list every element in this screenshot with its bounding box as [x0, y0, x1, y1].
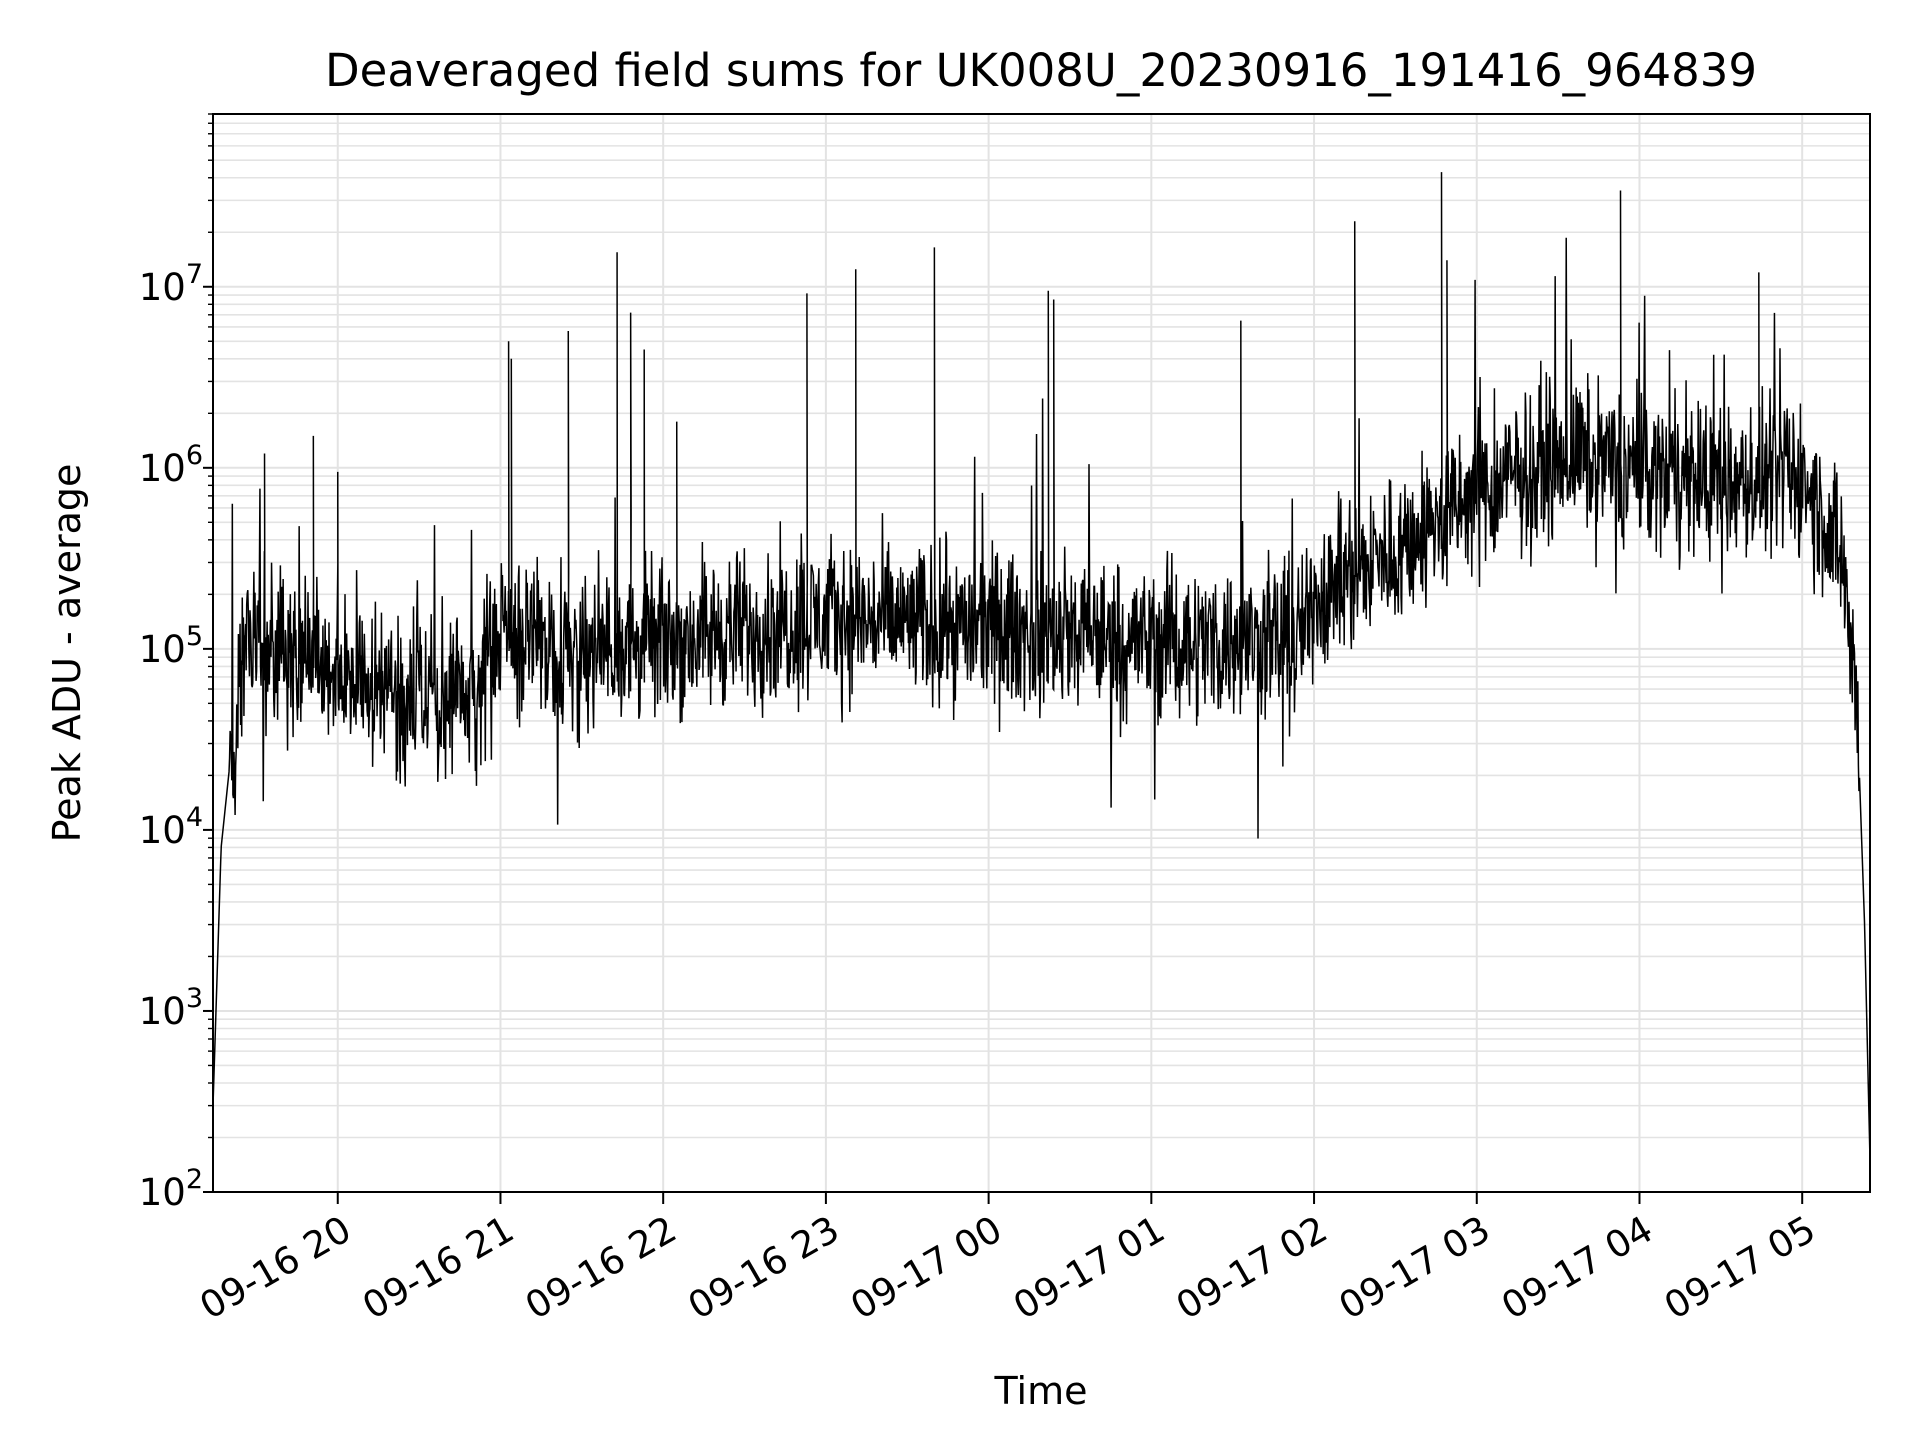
x-tick-label: 09-17 03	[1332, 1208, 1498, 1328]
y-tick-base: 10	[139, 628, 186, 671]
x-tick-label: 09-17 00	[844, 1208, 1010, 1328]
y-tick-label: 104	[139, 802, 203, 852]
y-axis-label: Peak ADU - average	[45, 464, 89, 843]
y-tick-exponent: 3	[186, 983, 203, 1014]
x-tick-label: 09-17 02	[1169, 1208, 1335, 1328]
grid	[213, 113, 1870, 1193]
x-tick-label: 09-16 22	[518, 1208, 684, 1328]
x-tick-label: 09-17 04	[1494, 1208, 1660, 1328]
x-axis-label: Time	[994, 1369, 1088, 1413]
series-line	[212, 172, 1871, 1161]
y-tick-base: 10	[139, 1171, 186, 1214]
y-tick-label: 106	[139, 440, 203, 490]
y-tick-exponent: 6	[186, 440, 203, 471]
x-tick-label: 09-17 05	[1657, 1208, 1823, 1328]
y-tick-label: 105	[139, 621, 203, 671]
y-tick-exponent: 4	[186, 802, 203, 833]
y-tick-base: 10	[139, 809, 186, 852]
y-tick-exponent: 7	[186, 259, 203, 290]
x-tick-label: 09-16 23	[681, 1208, 847, 1328]
x-tick-label: 09-17 01	[1006, 1208, 1172, 1328]
y-tick-label: 107	[139, 259, 203, 309]
series-group	[212, 172, 1871, 1161]
x-tick-label: 09-16 20	[193, 1208, 359, 1328]
chart-title: Deaveraged field sums for UK008U_2023091…	[325, 44, 1757, 97]
y-tick-exponent: 2	[186, 1164, 203, 1195]
plot-frame	[212, 113, 1871, 1193]
y-tick-base: 10	[139, 990, 186, 1033]
y-tick-base: 10	[139, 266, 186, 309]
y-tick-exponent: 5	[186, 621, 203, 652]
y-tick-label: 102	[139, 1164, 203, 1214]
y-tick-base: 10	[139, 447, 186, 490]
y-tick-label: 103	[139, 983, 203, 1033]
x-tick-label: 09-16 21	[355, 1208, 521, 1328]
